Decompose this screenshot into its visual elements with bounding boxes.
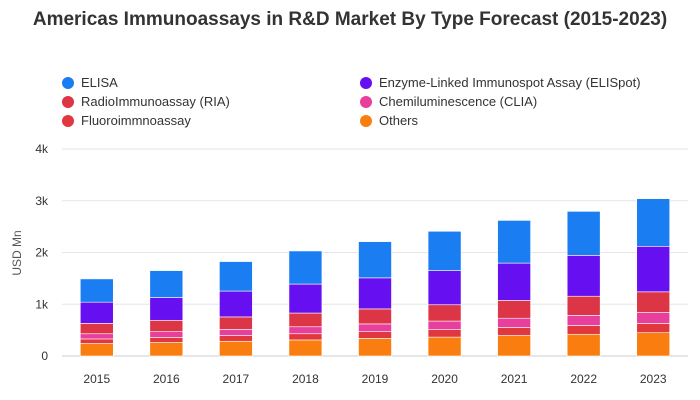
x-tick-label-2019: 2019	[362, 372, 389, 386]
bar-segment-enzyme-linked-immunospot-assay-elispot-2023[interactable]	[636, 245, 671, 293]
bar-segment-chemiluminescence-clia-2016[interactable]	[149, 331, 184, 338]
bar-segment-enzyme-linked-immunospot-assay-elispot-2016[interactable]	[149, 297, 184, 321]
bar-segment-chemiluminescence-clia-2019[interactable]	[358, 323, 392, 332]
bar-segment-enzyme-linked-immunospot-assay-elispot-2019[interactable]	[358, 277, 392, 310]
bar-segment-others-2020[interactable]	[427, 336, 462, 357]
bar-segment-radioimmunoassay-ria-2019[interactable]	[358, 308, 392, 325]
bar-segment-others-2022[interactable]	[566, 333, 601, 357]
bar-segment-radioimmunoassay-ria-2016[interactable]	[149, 319, 184, 332]
legend-swatch-ria	[62, 96, 74, 108]
bar-segment-elisa-2022[interactable]	[566, 211, 601, 256]
bar-segment-enzyme-linked-immunospot-assay-elispot-2015[interactable]	[79, 301, 114, 324]
bar-segment-chemiluminescence-clia-2021[interactable]	[497, 317, 531, 328]
legend-swatch-others	[360, 115, 372, 127]
legend-swatch-fluoroimmnoassay	[62, 115, 74, 127]
x-tick-label-2017: 2017	[223, 372, 250, 386]
bar-segment-chemiluminescence-clia-2022[interactable]	[566, 315, 601, 326]
bar-segment-chemiluminescence-clia-2018[interactable]	[288, 326, 323, 335]
bar-segment-radioimmunoassay-ria-2020[interactable]	[427, 304, 462, 322]
bar-segment-fluoroimmnoassay-2022[interactable]	[566, 325, 601, 335]
legend-label-clia: Chemiluminescence (CLIA)	[379, 94, 538, 109]
bar-segment-elisa-2019[interactable]	[358, 241, 392, 279]
x-tick-label-2018: 2018	[292, 372, 319, 386]
x-tick-label-2020: 2020	[431, 372, 458, 386]
legend-label-fluoroimmnoassay: Fluoroimmnoassay	[81, 113, 191, 128]
bar-segment-elisa-2021[interactable]	[497, 220, 531, 264]
legend-label-elisa: ELISA	[81, 75, 118, 90]
x-tick-label-2015: 2015	[83, 372, 110, 386]
bar-segment-enzyme-linked-immunospot-assay-elispot-2020[interactable]	[427, 270, 462, 306]
bar-segment-radioimmunoassay-ria-2022[interactable]	[566, 295, 601, 316]
bar-segment-chemiluminescence-clia-2015[interactable]	[79, 333, 114, 340]
legend-label-others: Others	[379, 113, 419, 128]
bar-segment-radioimmunoassay-ria-2021[interactable]	[497, 300, 531, 319]
bar-segment-fluoroimmnoassay-2017[interactable]	[219, 335, 253, 342]
bar-segment-chemiluminescence-clia-2017[interactable]	[219, 329, 253, 336]
bar-segment-others-2018[interactable]	[288, 339, 323, 357]
bar-segment-fluoroimmnoassay-2015[interactable]	[79, 338, 114, 344]
y-tick-label: 1k	[35, 297, 49, 311]
bar-segment-fluoroimmnoassay-2021[interactable]	[497, 327, 531, 336]
bar-segment-others-2021[interactable]	[497, 335, 531, 357]
y-axis-title: USD Mn	[10, 230, 24, 275]
legend-swatch-elispot	[360, 77, 372, 89]
bar-segment-enzyme-linked-immunospot-assay-elispot-2022[interactable]	[566, 255, 601, 297]
bar-segment-elisa-2016[interactable]	[149, 270, 184, 298]
y-axis-ticks: 0 1k 2k 3k 4k	[35, 142, 49, 363]
bar-segment-enzyme-linked-immunospot-assay-elispot-2021[interactable]	[497, 262, 531, 301]
bars	[79, 198, 671, 357]
bar-segment-others-2023[interactable]	[636, 332, 671, 357]
bar-segment-radioimmunoassay-ria-2018[interactable]	[288, 312, 323, 328]
bar-segment-fluoroimmnoassay-2020[interactable]	[427, 329, 462, 338]
bar-segment-radioimmunoassay-ria-2017[interactable]	[219, 316, 253, 330]
x-tick-label-2022: 2022	[570, 372, 597, 386]
y-tick-label: 4k	[35, 142, 49, 156]
bar-segment-elisa-2017[interactable]	[219, 261, 253, 292]
y-tick-label: 3k	[35, 194, 49, 208]
bar-segment-fluoroimmnoassay-2019[interactable]	[358, 331, 392, 339]
bar-segment-radioimmunoassay-ria-2015[interactable]	[79, 323, 114, 335]
x-tick-label-2023: 2023	[640, 372, 667, 386]
y-tick-label: 2k	[35, 246, 49, 260]
bar-segment-enzyme-linked-immunospot-assay-elispot-2018[interactable]	[288, 283, 323, 314]
bar-segment-chemiluminescence-clia-2023[interactable]	[636, 312, 671, 324]
legend-swatch-elisa	[62, 77, 74, 89]
bar-segment-elisa-2018[interactable]	[288, 250, 323, 285]
bar-segment-fluoroimmnoassay-2023[interactable]	[636, 323, 671, 334]
bar-segment-others-2017[interactable]	[219, 340, 253, 357]
x-tick-label-2021: 2021	[501, 372, 528, 386]
legend-label-ria: RadioImmunoassay (RIA)	[81, 94, 230, 109]
bar-segment-fluoroimmnoassay-2018[interactable]	[288, 333, 323, 341]
legend-label-elispot: Enzyme-Linked Immunospot Assay (ELISpot)	[379, 75, 641, 90]
bar-segment-others-2015[interactable]	[79, 343, 114, 357]
bar-segment-enzyme-linked-immunospot-assay-elispot-2017[interactable]	[219, 290, 253, 318]
bar-segment-elisa-2015[interactable]	[79, 278, 114, 303]
bar-segment-fluoroimmnoassay-2016[interactable]	[149, 337, 184, 343]
bar-segment-radioimmunoassay-ria-2023[interactable]	[636, 291, 671, 313]
bar-segment-elisa-2023[interactable]	[636, 198, 671, 247]
bar-segment-chemiluminescence-clia-2020[interactable]	[427, 320, 462, 330]
legend-swatch-clia	[360, 96, 372, 108]
bar-segment-others-2019[interactable]	[358, 338, 392, 357]
x-axis-ticks: 2015 2016 2017 2018 2019 2020 2021 2022 2023	[83, 372, 666, 386]
chart-title: Americas Immunoassays in R&D Market By T…	[32, 9, 668, 30]
bar-segment-elisa-2020[interactable]	[427, 230, 462, 271]
bar-segment-others-2016[interactable]	[149, 342, 184, 357]
x-tick-label-2016: 2016	[153, 372, 180, 386]
y-tick-label: 0	[41, 349, 48, 363]
